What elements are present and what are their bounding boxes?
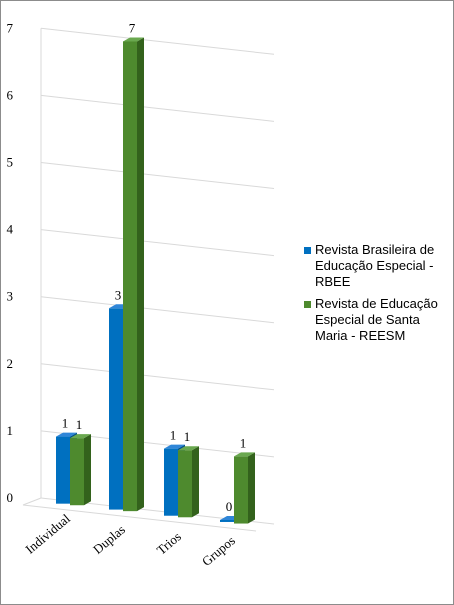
bar — [164, 448, 178, 516]
bar-side — [84, 434, 91, 506]
floor-edge — [22, 504, 257, 532]
data-label: 1 — [184, 429, 191, 444]
bar — [234, 456, 248, 524]
bar — [56, 436, 70, 504]
bars — [56, 37, 255, 524]
y-tick-label: 1 — [7, 423, 14, 438]
x-category-label: Duplas — [90, 522, 128, 557]
bar-side — [137, 37, 144, 512]
data-label: 1 — [170, 428, 177, 443]
data-label: 1 — [76, 417, 83, 432]
gridline — [40, 27, 275, 55]
y-tick-label: 6 — [7, 87, 14, 102]
y-tick-label: 0 — [7, 490, 14, 505]
bar-side — [192, 446, 199, 518]
legend-item-reesm: Revista de Educação Especial de Santa Ma… — [303, 296, 451, 344]
x-category-label: Individual — [22, 511, 73, 557]
bar-top — [56, 432, 77, 437]
bar-top — [234, 452, 255, 457]
bar-top — [178, 446, 199, 451]
gridline — [40, 296, 275, 324]
bar-top — [123, 37, 144, 42]
legend-label-rbee: Revista Brasileira de Educação Especial … — [315, 242, 435, 289]
bar-top — [70, 434, 91, 439]
gridline — [40, 162, 275, 189]
data-label: 1 — [62, 416, 69, 431]
bar — [70, 438, 84, 506]
y-tick-label: 3 — [7, 289, 14, 304]
bar — [178, 450, 192, 518]
legend-item-rbee: Revista Brasileira de Educação Especial … — [303, 242, 451, 290]
gridline — [40, 363, 275, 391]
x-category-label: Grupos — [199, 533, 238, 569]
x-axis-categories: Individual Duplas Trios Grupos — [22, 511, 238, 569]
bar — [123, 41, 137, 512]
y-tick-label: 4 — [7, 222, 14, 237]
y-tick-label: 2 — [7, 356, 14, 371]
y-axis-ticks: 0 1 2 3 4 5 6 7 — [7, 20, 14, 505]
data-label: 3 — [115, 287, 122, 302]
legend-label-reesm: Revista de Educação Especial de Santa Ma… — [315, 296, 438, 343]
y-tick-label: 7 — [7, 20, 14, 35]
bar-side — [248, 452, 255, 524]
y-tick-label: 5 — [7, 155, 14, 170]
bar — [109, 308, 123, 510]
data-label: 1 — [240, 435, 247, 450]
data-label: 0 — [226, 499, 233, 514]
x-category-label: Trios — [154, 529, 184, 558]
data-label: 7 — [129, 20, 136, 35]
legend-swatch-reesm — [304, 301, 311, 308]
legend: Revista Brasileira de Educação Especial … — [303, 242, 451, 350]
bar-top — [164, 444, 185, 449]
legend-swatch-rbee — [304, 247, 311, 254]
bar — [220, 519, 234, 522]
floor-side-edge — [22, 497, 42, 506]
gridline — [40, 229, 275, 257]
gridline — [40, 94, 275, 122]
